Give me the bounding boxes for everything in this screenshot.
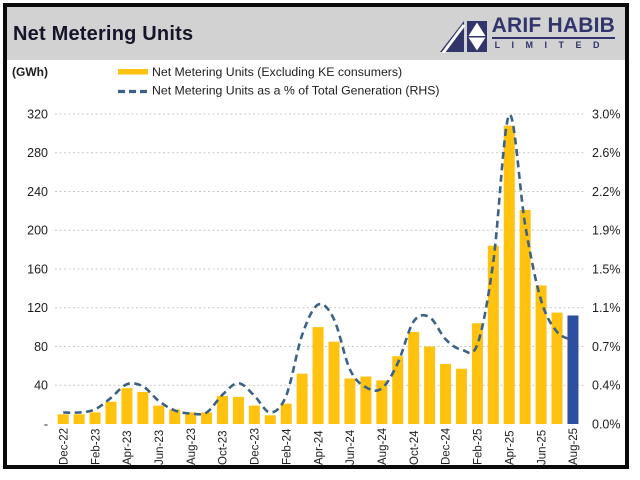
- svg-text:Net Metering Units as a % of T: Net Metering Units as a % of Total Gener…: [152, 84, 440, 98]
- svg-text:120: 120: [27, 301, 48, 315]
- svg-text:0.4%: 0.4%: [592, 379, 621, 393]
- svg-text:1.9%: 1.9%: [592, 224, 621, 238]
- svg-text:1.5%: 1.5%: [592, 262, 621, 276]
- svg-text:Oct-23: Oct-23: [218, 430, 230, 465]
- arif-habib-logo: ARIF HABIB L I M I T E D: [439, 14, 615, 53]
- logo-text: ARIF HABIB L I M I T E D: [491, 14, 615, 50]
- svg-text:-: -: [44, 417, 48, 431]
- svg-text:Oct-24: Oct-24: [409, 430, 421, 465]
- page-title: Net Metering Units: [13, 23, 194, 45]
- svg-text:Dec-24: Dec-24: [441, 427, 453, 465]
- svg-text:Apr-24: Apr-24: [313, 430, 325, 465]
- chart-frame: Net Metering Units ARIF HABIB L I M I T …: [3, 3, 629, 469]
- svg-text:Dec-23: Dec-23: [250, 428, 262, 465]
- svg-text:Apr-23: Apr-23: [122, 430, 134, 465]
- svg-text:Apr-25: Apr-25: [504, 430, 516, 465]
- svg-text:Aug-23: Aug-23: [186, 428, 198, 465]
- svg-text:160: 160: [27, 262, 48, 276]
- svg-text:Feb-23: Feb-23: [90, 429, 102, 465]
- svg-text:240: 240: [27, 185, 48, 199]
- svg-text:0.0%: 0.0%: [592, 417, 621, 431]
- svg-text:Aug-25: Aug-25: [568, 428, 580, 465]
- logo-name: ARIF HABIB: [491, 14, 615, 39]
- svg-text:280: 280: [27, 146, 48, 160]
- svg-text:Net Metering Units (Excluding: Net Metering Units (Excluding KE consume…: [152, 65, 402, 79]
- svg-text:40: 40: [34, 379, 48, 393]
- net-metering-chart: - 0.0% 40 0.4% 80 0.7% 120 1.1% 160 1.5% 200 1.9% 24…: [12, 65, 621, 465]
- svg-text:Dec-22: Dec-22: [58, 428, 70, 465]
- svg-text:Jun-24: Jun-24: [345, 429, 357, 465]
- svg-text:Feb-24: Feb-24: [281, 428, 293, 465]
- svg-text:Jun-25: Jun-25: [536, 430, 548, 465]
- arif-habib-logo-icon: [439, 21, 487, 53]
- svg-text:200: 200: [27, 224, 48, 238]
- svg-text:2.2%: 2.2%: [592, 185, 621, 199]
- svg-text:Feb-25: Feb-25: [473, 429, 485, 465]
- logo-subtitle: L I M I T E D: [494, 40, 605, 50]
- svg-text:0.7%: 0.7%: [592, 340, 621, 354]
- svg-text:1.1%: 1.1%: [592, 301, 621, 315]
- svg-text:Jun-23: Jun-23: [154, 430, 166, 465]
- svg-text:2.6%: 2.6%: [592, 146, 621, 160]
- svg-text:(GWh): (GWh): [12, 65, 48, 79]
- svg-text:320: 320: [27, 107, 48, 121]
- svg-text:3.0%: 3.0%: [592, 107, 621, 121]
- svg-text:Aug-24: Aug-24: [377, 427, 389, 465]
- svg-text:80: 80: [34, 340, 48, 354]
- chart-header: Net Metering Units ARIF HABIB L I M I T …: [7, 7, 625, 60]
